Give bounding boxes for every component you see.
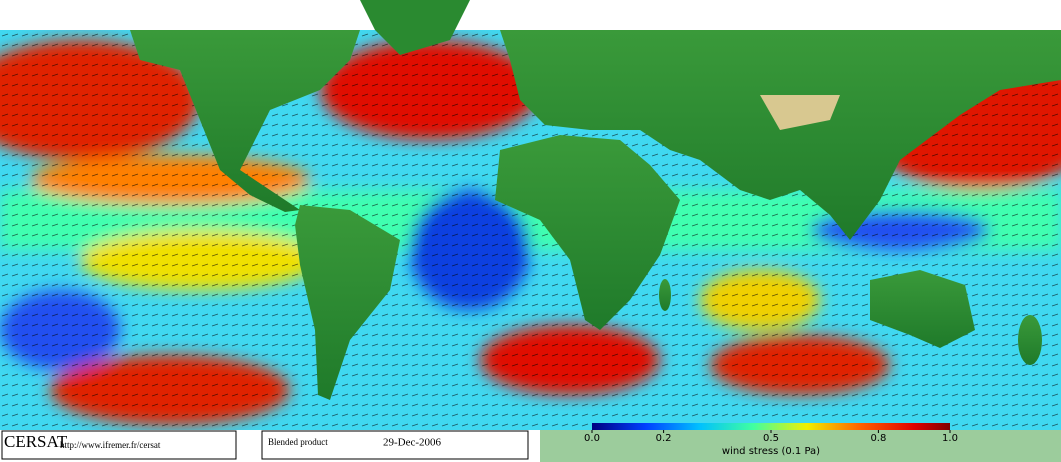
colorbar-tick-label: 1.0 [942, 433, 958, 444]
colorbar [592, 423, 950, 430]
date: 29-Dec-2006 [383, 437, 442, 449]
continents [130, 0, 1061, 400]
product: Blended product [268, 437, 328, 447]
brand: CERSAT [4, 432, 68, 451]
colorbar-tick-label: 0.2 [656, 433, 672, 444]
colorbar-tick-label: 0.0 [584, 433, 600, 444]
colorbar-tick-label: 0.5 [763, 433, 779, 444]
url: http://www.ifremer.fr/cersat [60, 440, 161, 450]
colorbar-label: wind stress (0.1 Pa) [722, 446, 820, 457]
product-box [261, 430, 529, 460]
colorbar-tick-label: 0.8 [870, 433, 886, 444]
brand-box [1, 430, 237, 460]
footer: CERSAT http://www.ifremer.fr/cersat Blen… [0, 423, 1061, 462]
